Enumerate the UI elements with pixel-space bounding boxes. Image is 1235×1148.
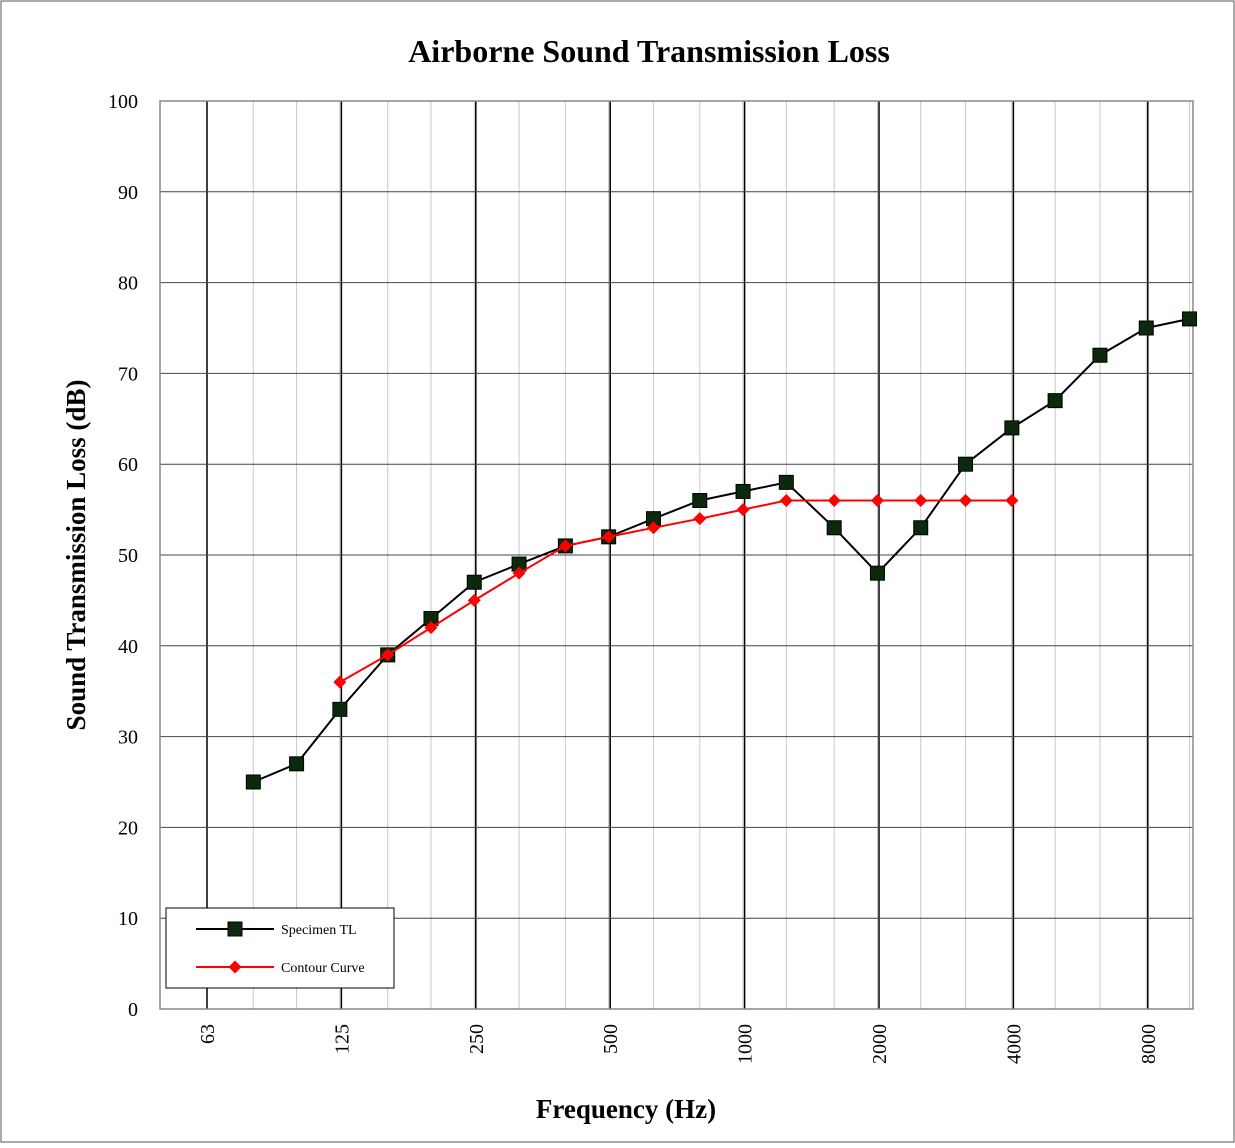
series-1 bbox=[245, 311, 1198, 790]
x-tick-label: 500 bbox=[600, 1024, 622, 1054]
data-point bbox=[736, 503, 750, 517]
data-point bbox=[245, 774, 261, 790]
data-point bbox=[959, 494, 973, 508]
data-point bbox=[466, 574, 482, 590]
data-point bbox=[333, 675, 347, 689]
data-point bbox=[1092, 347, 1108, 363]
series-line bbox=[252, 317, 1190, 783]
data-point bbox=[1138, 320, 1154, 336]
series-line bbox=[339, 499, 1012, 683]
data-point bbox=[1004, 420, 1020, 436]
legend-swatch-marker bbox=[228, 960, 242, 974]
x-tick-label: 8000 bbox=[1138, 1024, 1160, 1064]
legend-swatch-marker bbox=[227, 921, 243, 937]
data-point bbox=[693, 512, 707, 526]
plot-area-border bbox=[159, 100, 1194, 1010]
y-tick-label: 20 bbox=[118, 817, 138, 839]
series-layer bbox=[245, 311, 1198, 790]
data-point bbox=[467, 593, 481, 607]
y-tick-label: 90 bbox=[118, 182, 138, 204]
data-point bbox=[913, 520, 929, 536]
x-tick-labels: 63 125 250 500 1000 2000 4000 8000 bbox=[197, 1024, 1160, 1064]
data-point bbox=[289, 756, 305, 772]
chart-title: Airborne Sound Transmission Loss bbox=[408, 33, 890, 69]
y-tick-label: 30 bbox=[118, 727, 138, 749]
data-point bbox=[914, 494, 928, 508]
y-tick-label: 0 bbox=[128, 999, 138, 1021]
legend-label: Contour Curve bbox=[281, 961, 365, 976]
x-tick-label: 1000 bbox=[735, 1024, 757, 1064]
x-tick-label: 125 bbox=[331, 1024, 353, 1054]
data-point bbox=[381, 648, 395, 662]
data-point bbox=[735, 483, 751, 499]
y-tick-labels: 0 10 20 30 40 50 60 70 80 90 100 bbox=[108, 91, 138, 1021]
data-point bbox=[827, 494, 841, 508]
legend: Specimen TL Contour Curve bbox=[165, 907, 395, 989]
data-point bbox=[1182, 311, 1198, 327]
legend-label: Specimen TL bbox=[281, 923, 357, 938]
y-tick-label: 50 bbox=[118, 545, 138, 567]
data-point bbox=[870, 494, 884, 508]
y-axis-label: Sound Transmission Loss (dB) bbox=[61, 380, 91, 731]
legend-box bbox=[165, 907, 395, 989]
grid-layer bbox=[160, 101, 1193, 1009]
x-tick-label: 63 bbox=[197, 1024, 219, 1044]
data-point bbox=[869, 565, 885, 581]
data-point bbox=[512, 566, 526, 580]
y-tick-label: 100 bbox=[108, 91, 138, 113]
x-tick-label: 2000 bbox=[869, 1024, 891, 1064]
data-point bbox=[602, 530, 616, 544]
data-point bbox=[692, 493, 708, 509]
data-point bbox=[958, 456, 974, 472]
data-point bbox=[332, 701, 348, 717]
x-tick-label: 250 bbox=[466, 1024, 488, 1054]
y-tick-label: 10 bbox=[118, 908, 138, 930]
x-tick-label: 4000 bbox=[1003, 1024, 1025, 1064]
x-axis-label: Frequency (Hz) bbox=[536, 1094, 716, 1124]
data-point bbox=[1005, 494, 1019, 508]
y-tick-label: 80 bbox=[118, 273, 138, 295]
y-tick-label: 70 bbox=[118, 363, 138, 385]
data-point bbox=[1047, 393, 1063, 409]
data-point bbox=[558, 539, 572, 553]
data-point bbox=[778, 474, 794, 490]
series-2 bbox=[333, 494, 1019, 689]
data-point bbox=[424, 621, 438, 635]
data-point bbox=[826, 520, 842, 536]
y-tick-label: 40 bbox=[118, 636, 138, 658]
y-tick-label: 60 bbox=[118, 454, 138, 476]
data-point bbox=[646, 521, 660, 535]
data-point bbox=[779, 494, 793, 508]
